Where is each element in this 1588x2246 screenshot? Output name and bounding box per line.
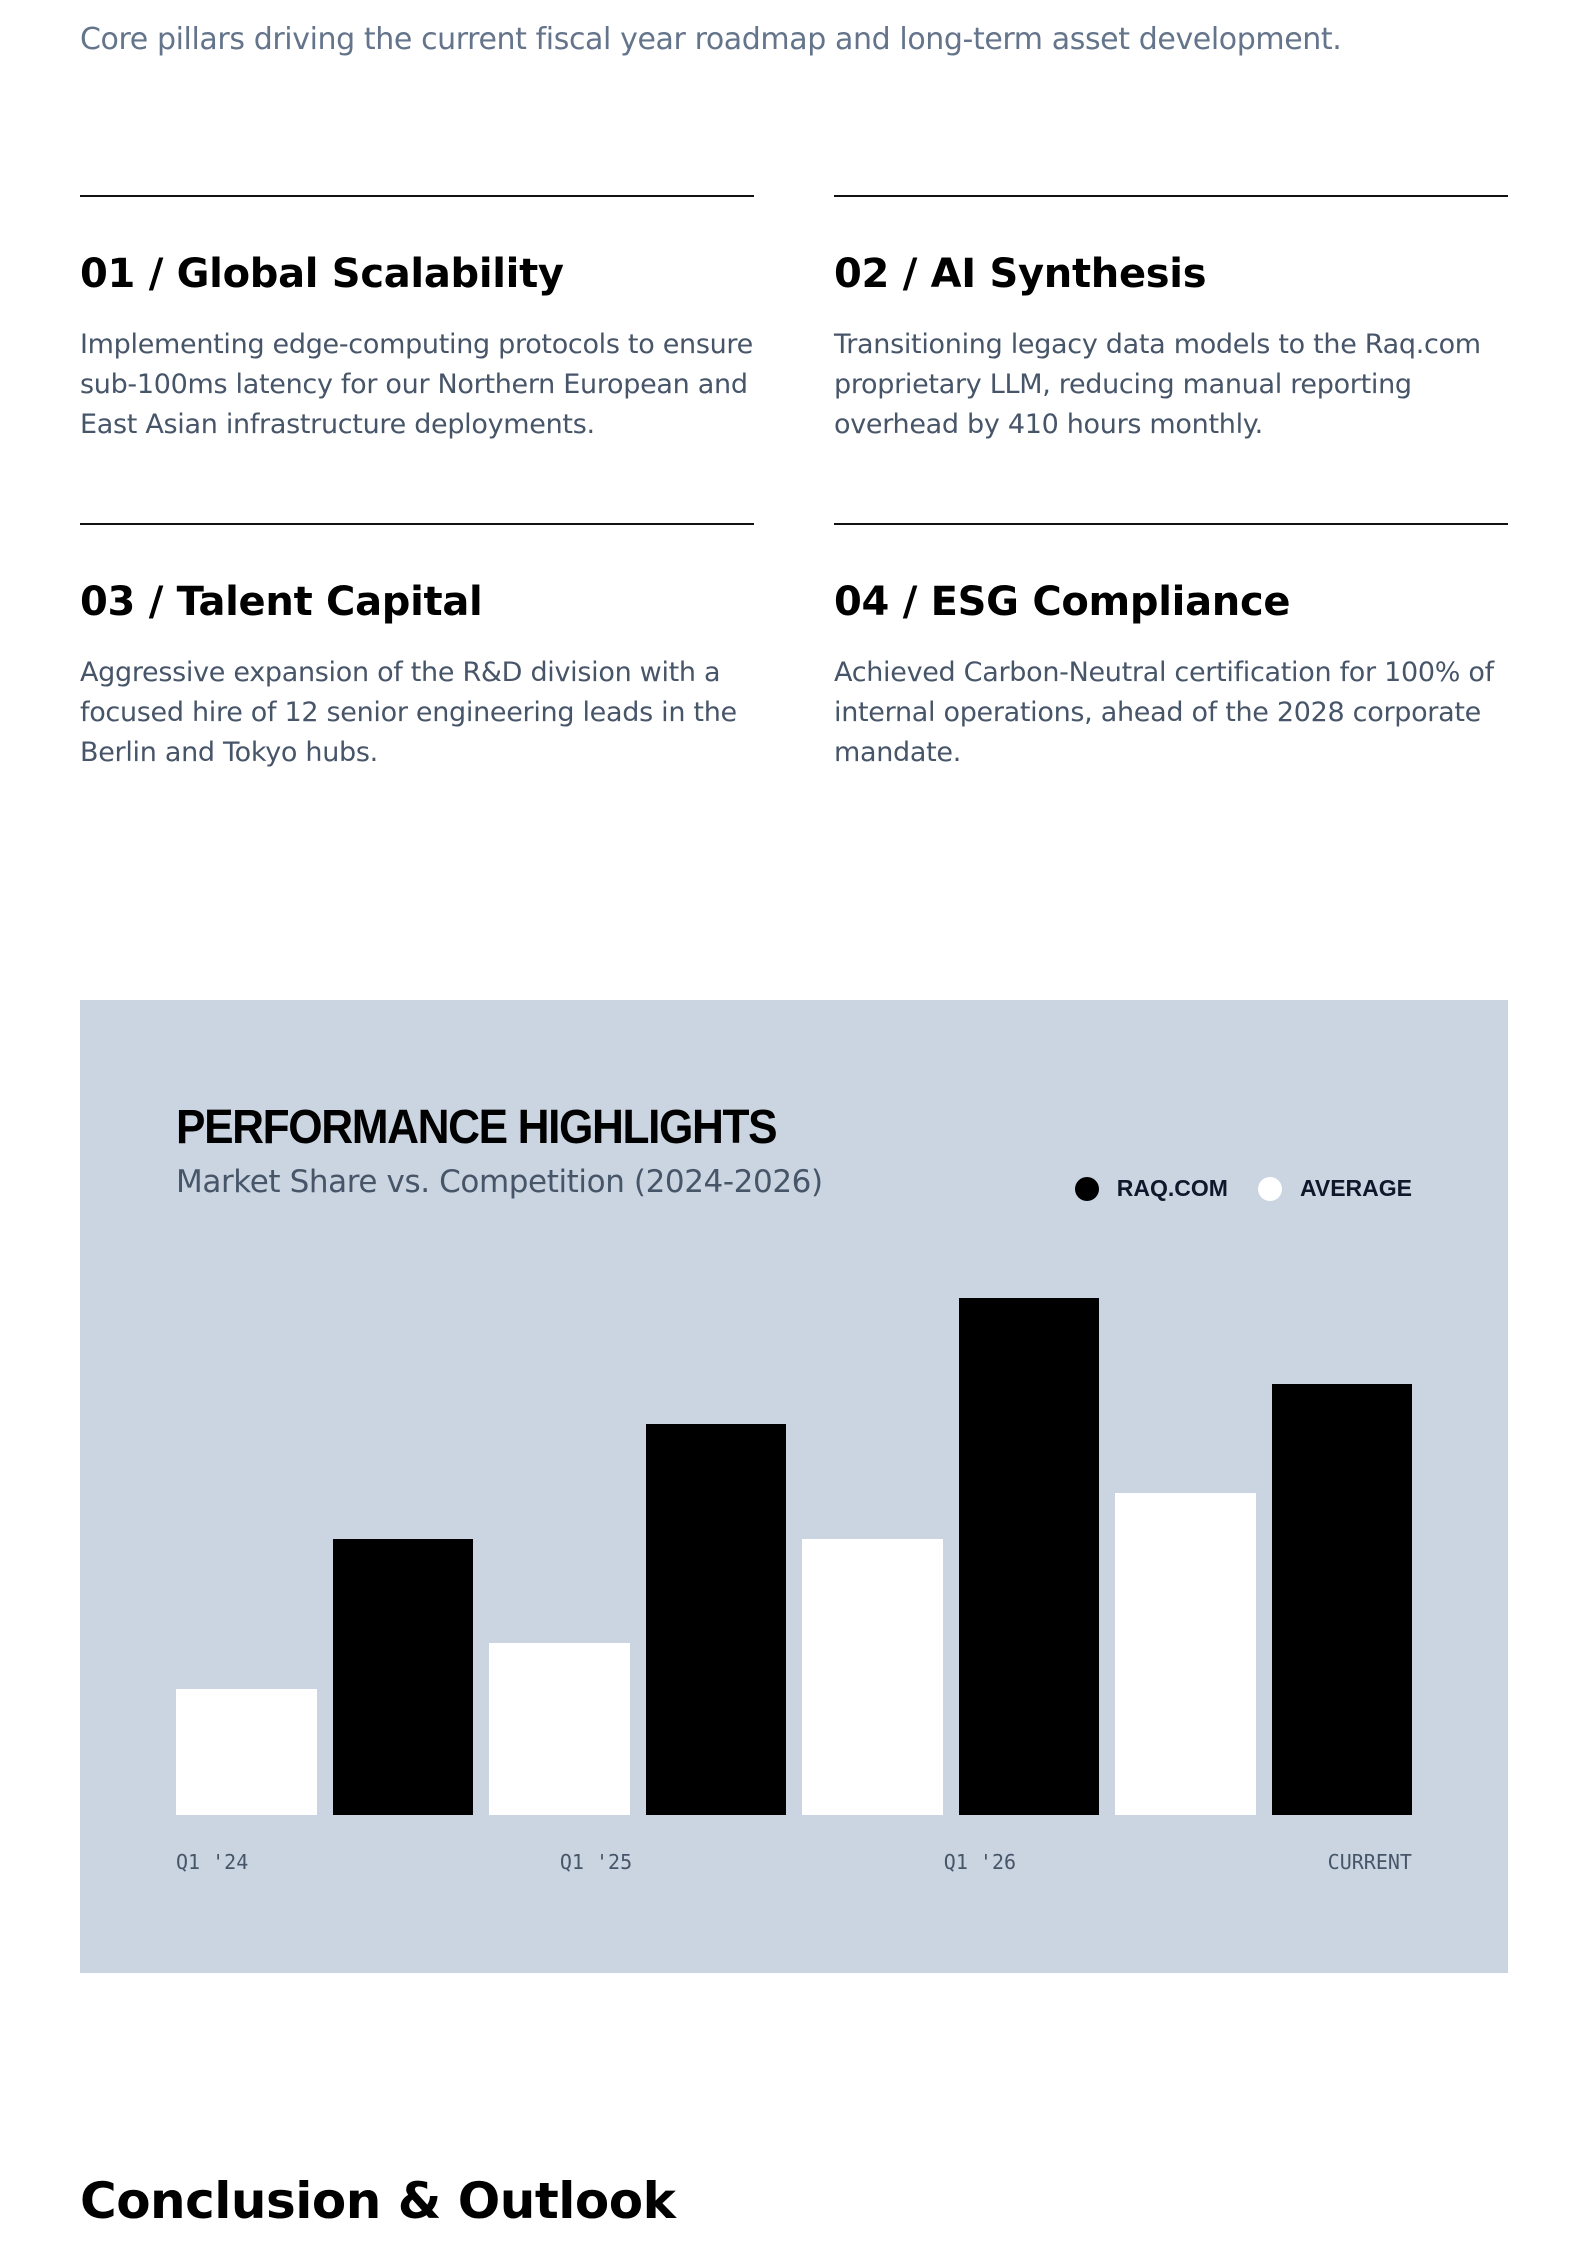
x-label: Q1 '26 (943, 1850, 1017, 1874)
conclusion-heading: Conclusion & Outlook (80, 2172, 676, 2230)
chart-bar (1115, 1493, 1256, 1815)
chart-bar (958, 1297, 1099, 1815)
pillars-grid: 01 / Global Scalability Implementing edg… (80, 195, 1508, 851)
pillar-body: Implementing edge-computing protocols to… (80, 329, 753, 440)
pillar-card: 02 / AI Synthesis Transitioning legacy d… (834, 195, 1508, 523)
panel-subtitle: Market Share vs. Competition (2024-2026) (176, 1164, 823, 1200)
chart-bar (332, 1539, 473, 1815)
chart-bar (489, 1642, 630, 1815)
pillar-body: Achieved Carbon-Neutral certification fo… (834, 657, 1494, 768)
intro-text: Core pillars driving the current fiscal … (80, 22, 1342, 57)
chart-bar (645, 1424, 786, 1815)
legend-label: AVERAGE (1299, 1175, 1412, 1201)
legend-item-raq: RAQ.COM (1074, 1175, 1228, 1202)
pillar-card: 04 / ESG Compliance Achieved Carbon-Neut… (834, 523, 1508, 851)
chart-legend: RAQ.COM AVERAGE (1074, 1175, 1412, 1202)
pillar-title: 02 / AI Synthesis (834, 251, 1207, 297)
pillar-body: Aggressive expansion of the R&D division… (80, 657, 737, 768)
chart-bar (176, 1688, 317, 1815)
x-axis-labels: Q1 '24 Q1 '25 Q1 '26 CURRENT (176, 1850, 1412, 1874)
legend-dot-icon (1074, 1176, 1099, 1201)
panel-title: PERFORMANCE HIGHLIGHTS (176, 1101, 778, 1154)
pillar-card: 03 / Talent Capital Aggressive expansion… (80, 523, 754, 851)
bar-chart (176, 1240, 1412, 1815)
legend-item-average: AVERAGE (1257, 1175, 1412, 1202)
x-label: Q1 '25 (559, 1850, 633, 1874)
chart-bar (1271, 1383, 1412, 1815)
chart-bar (802, 1539, 943, 1815)
x-label: CURRENT (1327, 1850, 1412, 1874)
x-label: Q1 '24 (176, 1850, 249, 1874)
legend-dot-icon (1257, 1176, 1282, 1201)
legend-label: RAQ.COM (1116, 1175, 1228, 1201)
performance-panel: PERFORMANCE HIGHLIGHTS Market Share vs. … (80, 1000, 1508, 1973)
pillar-title: 03 / Talent Capital (80, 579, 483, 625)
pillar-card: 01 / Global Scalability Implementing edg… (80, 195, 754, 523)
pillar-title: 01 / Global Scalability (80, 251, 564, 297)
pillar-title: 04 / ESG Compliance (834, 579, 1291, 625)
pillar-body: Transitioning legacy data models to the … (834, 329, 1481, 440)
